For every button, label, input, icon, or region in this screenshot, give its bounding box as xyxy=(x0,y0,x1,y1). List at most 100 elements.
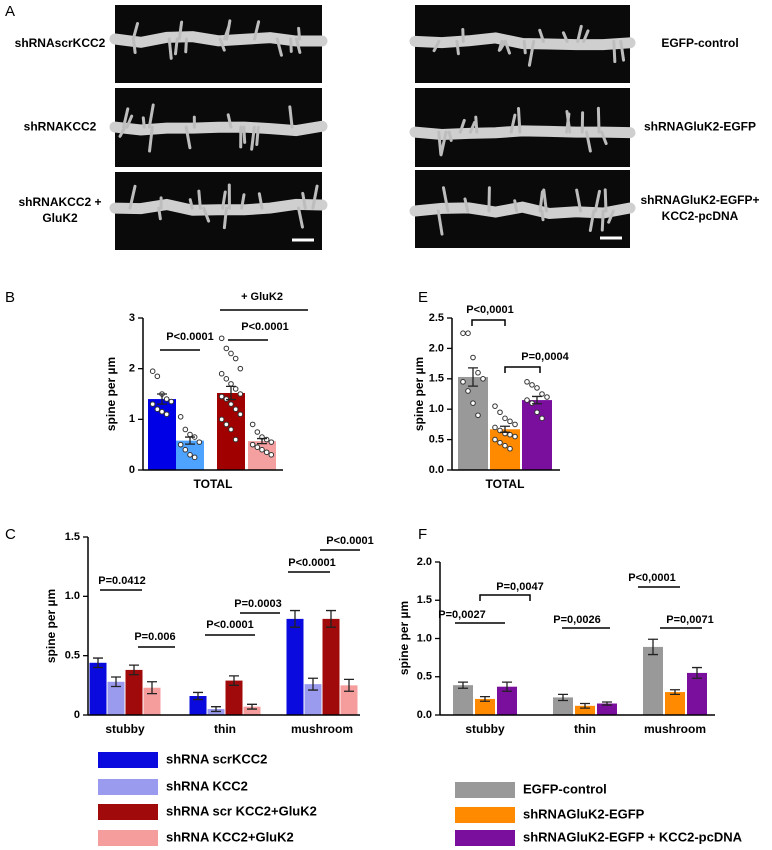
legend-swatch xyxy=(98,752,158,768)
legend-label: shRNA scr KCC2+GluK2 xyxy=(166,803,317,818)
data-point xyxy=(259,446,265,453)
data-point xyxy=(524,379,530,385)
panel-letter: A xyxy=(5,3,15,20)
spine xyxy=(474,115,479,134)
spine xyxy=(167,37,173,60)
data-point xyxy=(228,381,234,387)
bar xyxy=(286,618,304,715)
spine xyxy=(131,37,137,55)
error-bar xyxy=(558,693,568,702)
image-label: KCC2-pcDNA xyxy=(662,209,739,223)
y-tick-label: 2.0 xyxy=(429,342,444,354)
error-bar xyxy=(580,702,590,709)
data-point xyxy=(475,412,481,419)
data-point xyxy=(263,449,270,456)
spine xyxy=(226,113,233,129)
data-point xyxy=(182,446,189,453)
spine xyxy=(188,198,194,210)
dendrite xyxy=(109,198,328,216)
image-label: shRNAGluK2-EGFP xyxy=(644,120,756,134)
bar xyxy=(340,685,358,715)
data-point xyxy=(492,436,498,443)
data-point xyxy=(232,386,239,392)
annotation: P<0.0001 xyxy=(166,331,213,343)
y-tick-label: 1.0 xyxy=(429,403,444,415)
data-point xyxy=(465,388,471,394)
legend-label: EGFP-control xyxy=(523,781,607,796)
data-point xyxy=(163,411,170,418)
spine xyxy=(221,190,227,210)
error-bar xyxy=(480,695,490,702)
y-tick-label: 2.5 xyxy=(429,312,444,324)
legend-label: shRNA scrKCC2 xyxy=(166,751,267,766)
data-point xyxy=(465,330,471,337)
data-point xyxy=(470,354,476,361)
bar xyxy=(322,618,340,715)
spine xyxy=(311,184,319,210)
data-point xyxy=(539,415,545,422)
data-point xyxy=(223,421,230,428)
spine xyxy=(447,130,453,142)
error-bar xyxy=(648,638,658,656)
y-tick-label: 0.5 xyxy=(65,650,80,662)
error-bar xyxy=(308,677,318,691)
data-point xyxy=(196,439,203,445)
x-tick-label: mushroom xyxy=(644,722,706,736)
y-tick-label: 1.5 xyxy=(429,373,444,385)
annotation: P=0,0071 xyxy=(666,614,713,626)
spine xyxy=(527,39,536,67)
error-bar xyxy=(532,395,542,405)
spine xyxy=(289,37,293,53)
data-point xyxy=(268,439,275,445)
spine xyxy=(436,209,444,236)
error-bar xyxy=(226,385,236,401)
spine xyxy=(463,197,470,213)
error-bar xyxy=(500,425,510,433)
data-point xyxy=(497,409,503,416)
spine xyxy=(257,192,264,210)
annotation: P<0.0001 xyxy=(241,321,288,333)
legend-label: shRNA KCC2 xyxy=(166,778,248,793)
image-label: GluK2 xyxy=(42,211,78,225)
spine xyxy=(458,118,466,134)
spine xyxy=(503,39,512,55)
legend-swatch xyxy=(455,830,515,846)
error-bar xyxy=(290,609,300,628)
data-point xyxy=(480,376,486,382)
spine xyxy=(173,37,179,56)
annotation: P=0,0026 xyxy=(553,614,600,626)
data-point xyxy=(223,345,230,352)
spine xyxy=(125,114,134,129)
bar xyxy=(225,680,243,715)
spine xyxy=(197,189,202,210)
bar xyxy=(575,705,595,715)
significance-line xyxy=(504,366,541,373)
y-axis-label: spine per µm xyxy=(44,589,58,663)
spine xyxy=(593,189,601,213)
spine xyxy=(240,193,246,210)
data-point xyxy=(218,416,225,423)
error-bar xyxy=(502,681,512,692)
legend-swatch xyxy=(98,779,158,795)
significance-line xyxy=(479,594,531,601)
spine xyxy=(218,37,226,52)
data-point xyxy=(232,406,239,413)
annotation: P=0.006 xyxy=(134,631,175,643)
bar xyxy=(553,697,573,715)
spine xyxy=(148,125,154,153)
spine xyxy=(542,188,548,213)
annotation: P=0.0412 xyxy=(98,575,145,587)
annotation: P=0,0047 xyxy=(496,581,543,593)
data-point xyxy=(218,370,225,377)
data-point xyxy=(507,418,513,425)
spine xyxy=(242,125,247,144)
annotation: P<0.0001 xyxy=(206,619,253,631)
spine xyxy=(538,190,544,213)
legend-swatch xyxy=(98,804,158,820)
error-bar xyxy=(670,689,680,695)
y-tick-label: 0.0 xyxy=(429,464,444,476)
spine xyxy=(619,39,626,62)
data-point xyxy=(154,406,161,413)
data-point xyxy=(182,426,189,433)
